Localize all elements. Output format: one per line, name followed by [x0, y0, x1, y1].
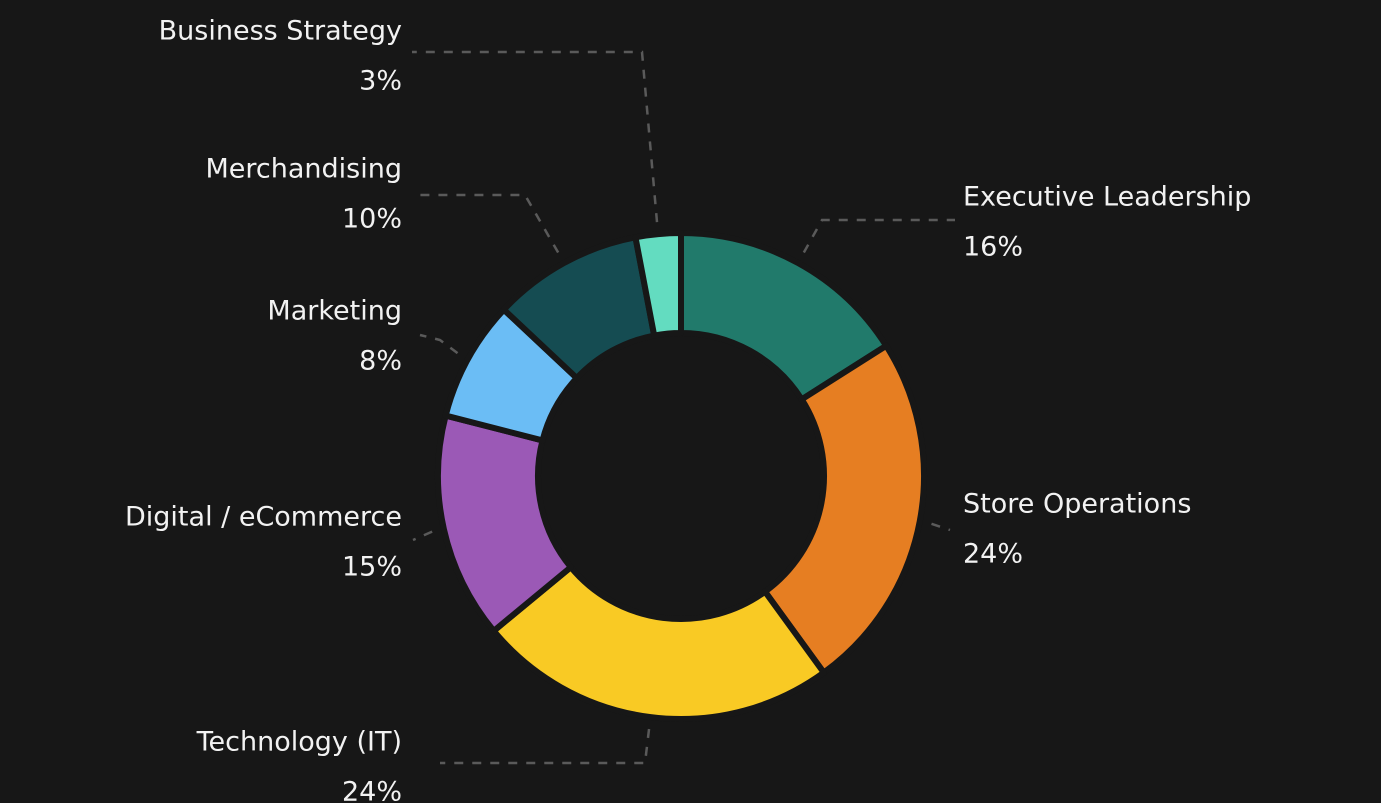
leader-line	[419, 333, 459, 355]
value-label: 15%	[342, 552, 402, 583]
leader-line	[931, 522, 951, 532]
category-label: Executive Leadership	[963, 182, 1251, 213]
category-label: Marketing	[267, 296, 402, 327]
leader-line	[412, 530, 433, 542]
value-label: 10%	[342, 204, 402, 235]
value-label: 16%	[963, 232, 1023, 263]
category-label: Store Operations	[963, 489, 1191, 520]
leader-line	[412, 50, 659, 223]
value-label: 24%	[342, 777, 402, 803]
leader-line	[802, 218, 955, 254]
category-label: Merchandising	[206, 154, 403, 185]
category-label: Digital / eCommerce	[125, 502, 402, 533]
donut-segment	[490, 564, 827, 722]
value-label: 24%	[963, 539, 1023, 570]
category-label: Business Strategy	[159, 16, 402, 47]
value-label: 3%	[359, 66, 402, 97]
donut-segment	[632, 230, 684, 339]
donut-segment	[762, 342, 927, 676]
leader-line	[440, 728, 651, 765]
leader-line	[412, 193, 560, 254]
category-label: Technology (IT)	[196, 727, 402, 758]
value-label: 8%	[359, 346, 402, 377]
